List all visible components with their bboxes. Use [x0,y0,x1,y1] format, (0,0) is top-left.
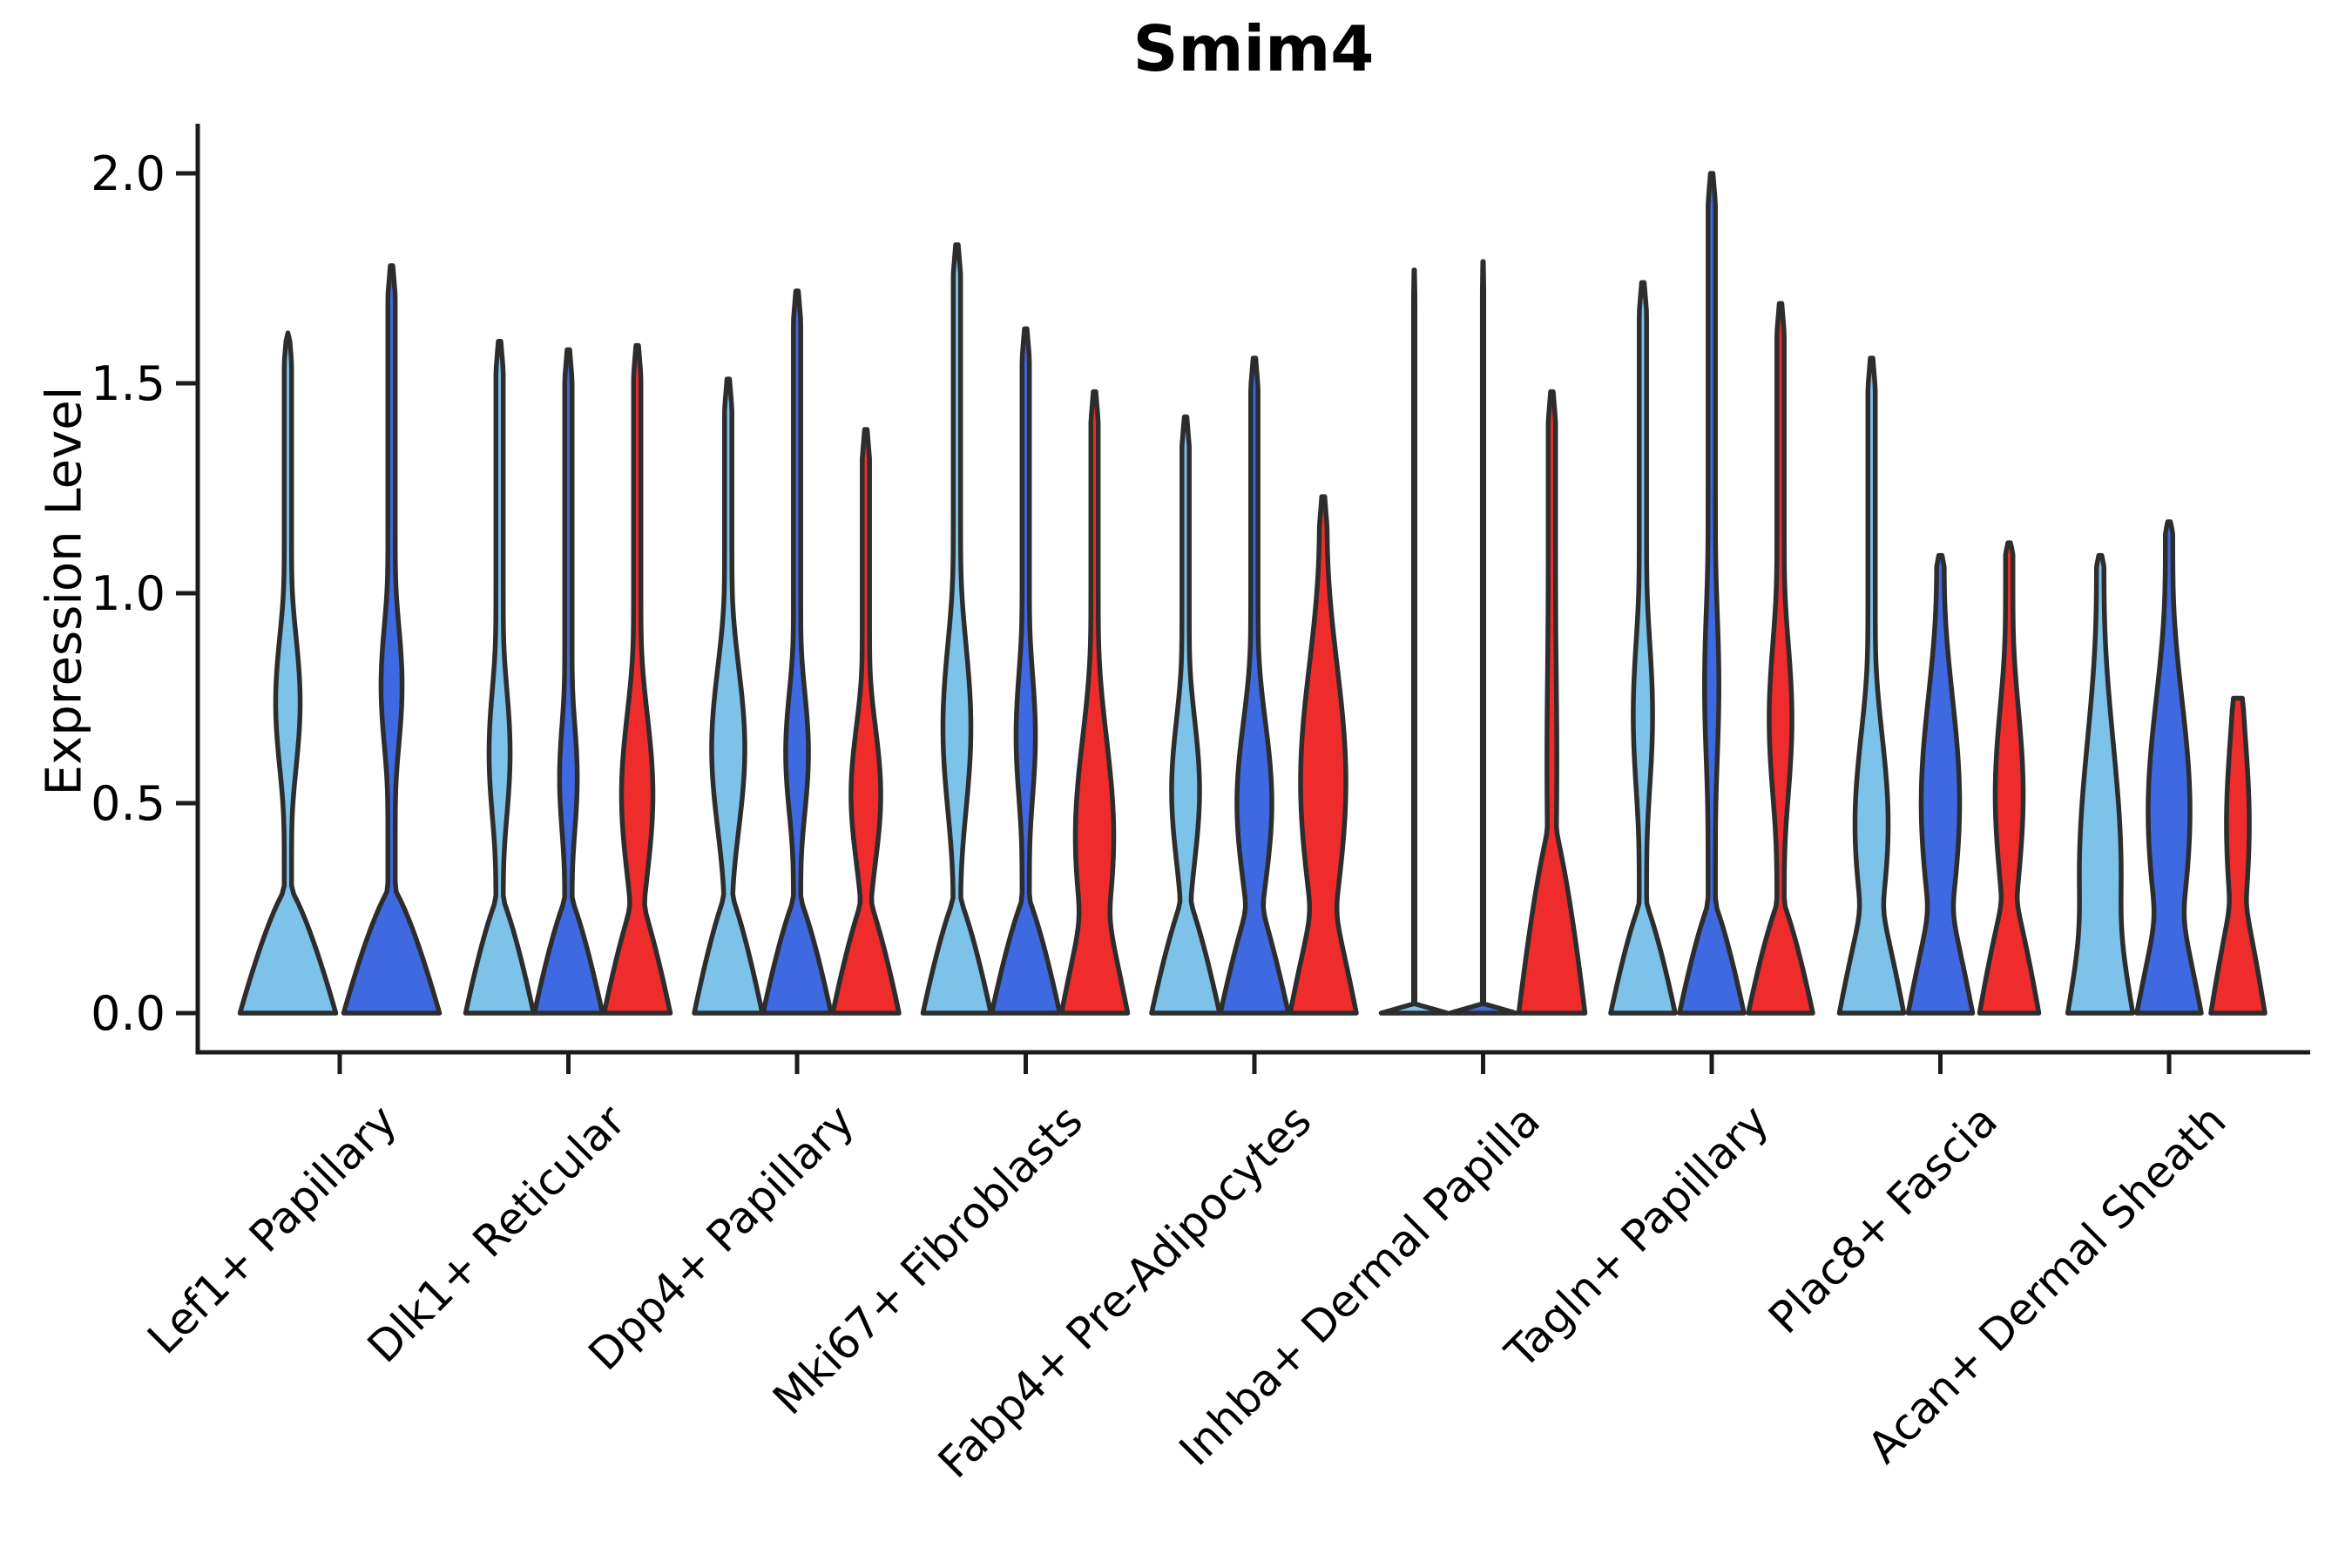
x-tick-label: Plac8+ Fascia [1759,1095,2007,1343]
violin-dpp4-papillary-dark_blue [760,288,834,1016]
violin-fabp4-pre-adipocytes-dark_blue [1218,355,1291,1016]
violin-plac8-fascia-light_blue [1836,355,1907,1016]
x-tick-label: Inhba+ Dermal Papilla [1170,1095,1550,1475]
violin-tagln-papillary-dark_blue [1677,171,1747,1016]
violin-tagln-papillary-light_blue [1608,280,1678,1016]
y-tick-label: 1.0 [91,566,166,621]
violin-tagln-papillary-red [1746,301,1815,1016]
x-tick-label: Fabp4+ Pre-Adipocytes [929,1095,1321,1488]
y-tick-label: 0.0 [91,986,166,1041]
violin-inhba-dermal-papilla-red [1516,389,1588,1016]
violin-plac8-fascia-red [1977,540,2042,1016]
violin-dlk1-reticular-dark_blue [531,347,605,1016]
violin-acan-dermal-sheath-dark_blue [2134,519,2204,1016]
violin-dlk1-reticular-light_blue [463,339,537,1016]
y-tick-label: 1.5 [91,356,166,411]
violin-dpp4-papillary-red [830,427,902,1016]
violin-mki67-fibroblasts-red [1058,389,1131,1016]
chart-title: Smim4 [1132,12,1375,85]
x-tick-label: Lef1+ Papillary [138,1095,406,1363]
violin-inhba-dermal-papilla-dark_blue [1447,259,1519,1016]
violin-lef1-papillary-light_blue [237,330,339,1016]
violin-dlk1-reticular-red [601,342,673,1016]
violin-acan-dermal-sheath-red [2208,695,2268,1016]
violin-fabp4-pre-adipocytes-light_blue [1149,414,1222,1016]
violin-lef1-papillary-dark_blue [341,263,443,1016]
violin-inhba-dermal-papilla-light_blue [1378,267,1450,1016]
violin-fabp4-pre-adipocytes-red [1288,494,1359,1016]
violin-acan-dermal-sheath-light_blue [2065,552,2136,1016]
y-tick-label: 0.5 [91,776,166,831]
violin-dpp4-papillary-light_blue [692,376,765,1016]
violin-plac8-fascia-dark_blue [1905,552,1976,1016]
y-tick-label: 2.0 [91,146,166,201]
violin-mki67-fibroblasts-light_blue [920,242,994,1016]
violin-mki67-fibroblasts-dark_blue [989,326,1063,1016]
